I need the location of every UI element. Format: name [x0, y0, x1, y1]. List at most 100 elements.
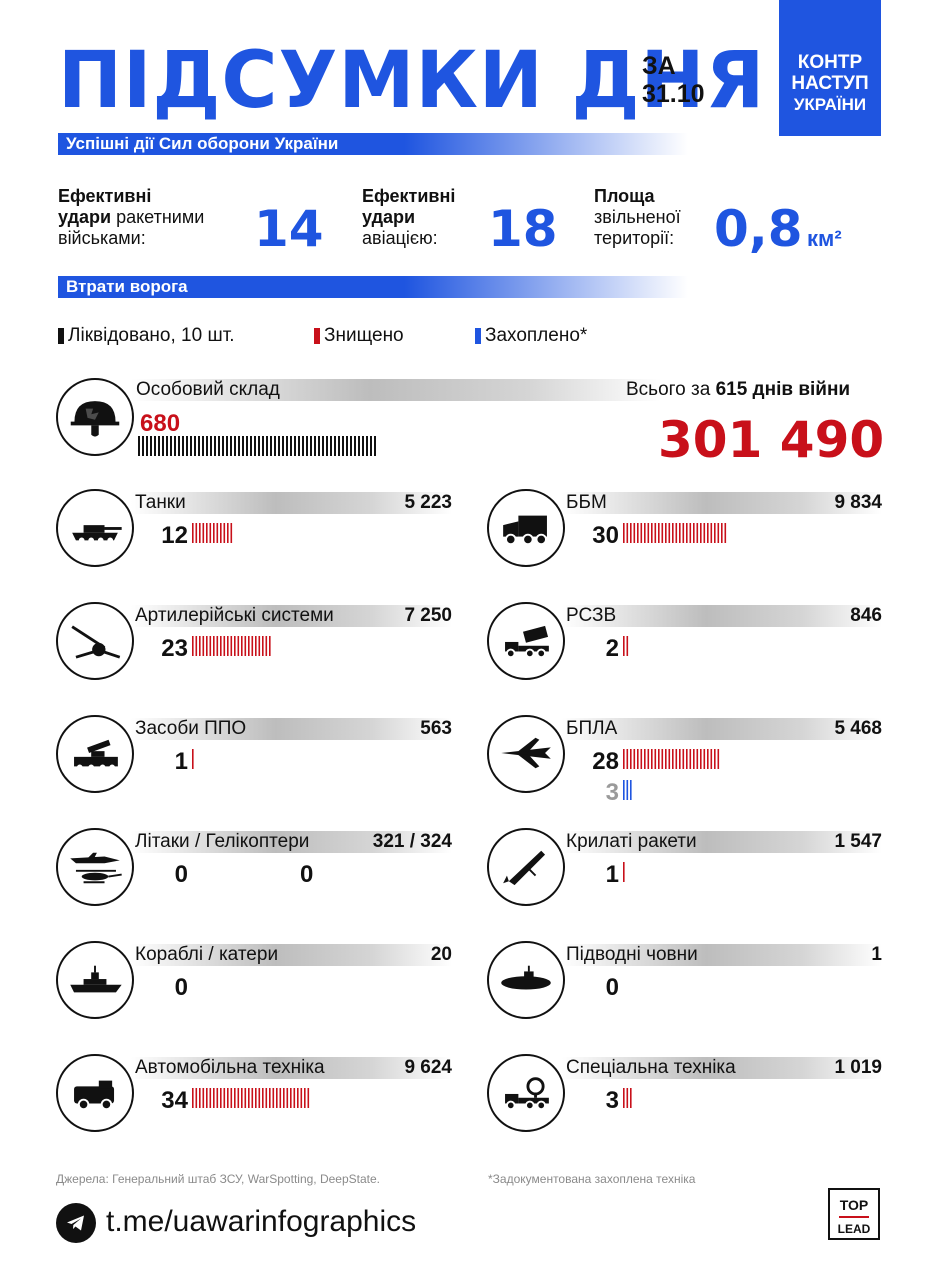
tick-mark	[306, 436, 308, 456]
tick-mark	[265, 1088, 268, 1108]
row-bar	[562, 831, 882, 853]
row-day-count: 23	[161, 635, 188, 662]
icon-circle	[487, 715, 565, 793]
legend-swatch-red	[314, 328, 320, 344]
brand-bottom: LEAD	[837, 1222, 871, 1236]
tick-mark	[696, 749, 699, 769]
stat-territory-group: 0,8 км²	[714, 204, 842, 254]
row-ticks	[623, 749, 720, 769]
tick-mark	[710, 523, 713, 543]
row-bar	[562, 1057, 882, 1079]
tick-mark	[651, 749, 653, 769]
tick-mark	[626, 523, 629, 543]
legend-label: Ліквідовано, 10 шт.	[68, 325, 235, 346]
telegram-icon[interactable]	[56, 1203, 96, 1243]
row-ticks	[623, 636, 629, 656]
tick-mark	[630, 749, 632, 769]
tick-mark	[304, 1088, 306, 1108]
mlrs-icon	[505, 625, 549, 659]
tick-mark	[334, 436, 336, 456]
tick-mark	[154, 436, 156, 456]
tick-mark	[290, 1088, 292, 1108]
row-day-count: 0	[174, 861, 188, 888]
tick-mark	[202, 523, 205, 543]
tick-mark	[358, 436, 360, 456]
row-day-count: 30	[592, 522, 619, 549]
tick-mark	[220, 523, 222, 543]
row-total: 321 / 324	[372, 831, 452, 852]
section-label-losses: Втрати ворога	[58, 276, 688, 298]
tick-mark	[213, 523, 215, 543]
tick-mark	[255, 1088, 257, 1108]
tick-mark	[310, 436, 312, 456]
tick-mark	[682, 523, 685, 543]
tick-mark	[700, 523, 702, 543]
tank-icon	[72, 525, 122, 544]
tick-mark	[138, 436, 140, 456]
badge-line: УКРАЇНИ	[793, 95, 867, 114]
telegram-link[interactable]: t.me/uawarinfographics	[106, 1205, 417, 1238]
tick-mark	[640, 749, 643, 769]
tick-mark	[150, 436, 152, 456]
tick-mark	[668, 749, 671, 769]
tick-mark	[162, 436, 164, 456]
tick-mark	[242, 436, 244, 456]
icon-circle	[487, 602, 565, 680]
tick-mark	[209, 1088, 212, 1108]
icon-circle	[487, 489, 565, 567]
tick-mark	[633, 523, 636, 543]
tick-mark	[202, 1088, 205, 1108]
tick-mark	[700, 749, 702, 769]
tick-mark	[647, 749, 650, 769]
tick-mark	[623, 780, 625, 800]
row-total: 1 547	[834, 831, 882, 852]
tick-mark	[223, 1088, 226, 1108]
row-ticks	[623, 1088, 632, 1108]
personnel-label: Особовий склад	[136, 379, 280, 400]
tick-mark	[703, 523, 706, 543]
tick-mark	[226, 436, 228, 456]
tick-mark	[227, 523, 229, 543]
tick-mark	[665, 523, 667, 543]
row-day-count: 12	[161, 522, 188, 549]
tick-mark	[689, 523, 692, 543]
tick-mark	[269, 636, 271, 656]
row-bar	[131, 492, 452, 514]
row-day-count: 1	[174, 748, 188, 775]
personnel-day: 680	[140, 410, 181, 437]
row-bar	[562, 944, 882, 966]
tick-mark	[223, 636, 226, 656]
personnel-total: 301 490	[658, 411, 885, 469]
tick-mark	[202, 636, 205, 656]
tick-mark	[192, 523, 194, 543]
tick-mark	[265, 636, 268, 656]
tick-mark	[686, 749, 688, 769]
tick-mark	[679, 523, 681, 543]
icon-circle	[487, 941, 565, 1019]
truck-icon	[74, 1080, 115, 1111]
stat-value-territory: 0,8	[714, 200, 803, 258]
legend-destroyed: Знищено	[314, 325, 404, 347]
tick-mark	[244, 636, 247, 656]
tick-mark	[220, 1088, 222, 1108]
row-name: Підводні човни	[566, 944, 698, 965]
row-bar	[131, 718, 452, 740]
tick-mark	[222, 436, 224, 456]
tick-mark	[703, 749, 706, 769]
tick-mark	[693, 749, 695, 769]
tick-mark	[241, 636, 243, 656]
page-title: ПІДСУМКИ ДНЯ	[58, 36, 766, 126]
tick-mark	[174, 436, 176, 456]
tick-mark	[241, 1088, 243, 1108]
row-total: 5 468	[834, 718, 882, 739]
tick-mark	[630, 1088, 632, 1108]
row-name: РСЗВ	[566, 605, 617, 626]
tick-mark	[251, 1088, 254, 1108]
tick-mark	[206, 436, 208, 456]
tick-mark	[248, 1088, 250, 1108]
stat-label-aviation: Ефективні удари авіацією:	[362, 186, 456, 248]
tick-mark	[216, 1088, 219, 1108]
tick-mark	[370, 436, 372, 456]
row-bar	[562, 605, 882, 627]
tick-mark	[623, 1088, 625, 1108]
